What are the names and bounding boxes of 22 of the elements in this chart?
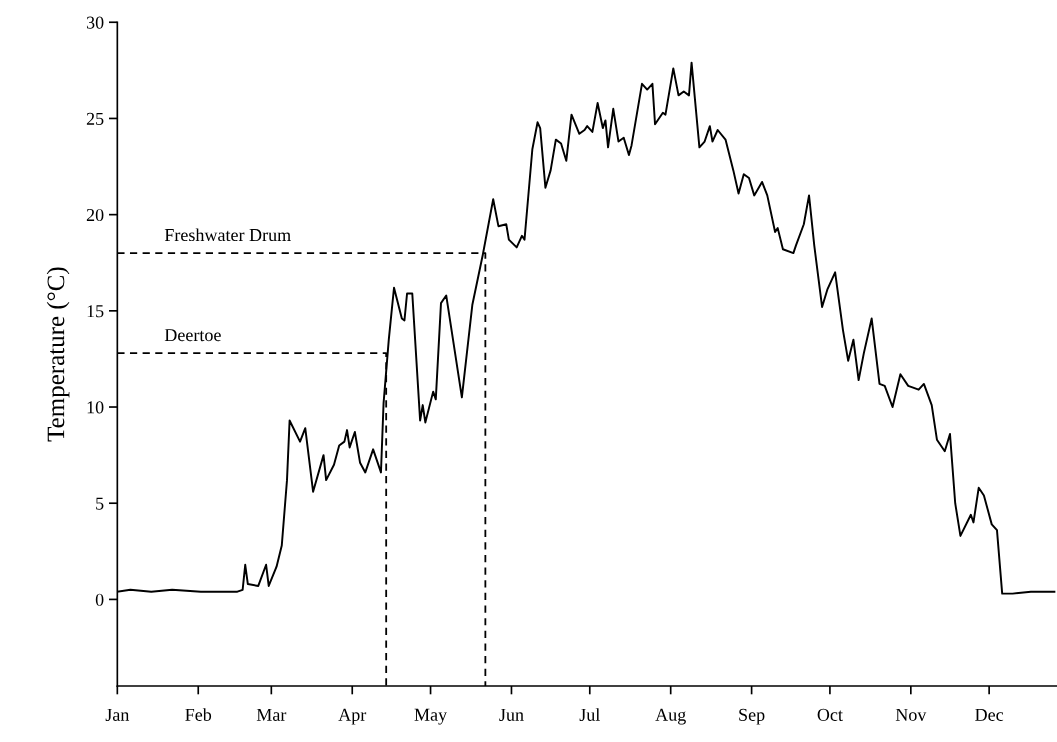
x-tick-label: May: [414, 708, 448, 725]
y-tick-label: 10: [87, 401, 104, 414]
x-tick-label: Feb: [185, 708, 212, 721]
annotation: Deertoe: [164, 329, 221, 342]
x-tick-label: Mar: [256, 708, 287, 721]
annotation: Freshwater Drum: [164, 228, 291, 242]
y-tick-label: 15: [87, 305, 104, 318]
y-axis-title: Temperature (°C): [46, 267, 70, 442]
x-tick-label: Jan: [105, 708, 130, 721]
x-tick-label: Nov: [895, 708, 927, 721]
x-tick-label: Oct: [817, 708, 843, 721]
x-tick-label: Apr: [338, 708, 367, 725]
y-tick-label: 25: [86, 112, 104, 125]
y-tick-label: 0: [95, 593, 104, 606]
x-tick-label: Jul: [579, 708, 600, 721]
y-tick-label: 30: [86, 16, 104, 29]
x-tick-label: Jun: [499, 708, 524, 721]
y-tick-label: 20: [86, 208, 104, 222]
y-tick-label: 5: [96, 497, 104, 510]
x-tick-label: Sep: [739, 708, 765, 725]
x-tick-label: Dec: [975, 708, 1004, 721]
x-tick-label: Aug: [655, 708, 686, 725]
